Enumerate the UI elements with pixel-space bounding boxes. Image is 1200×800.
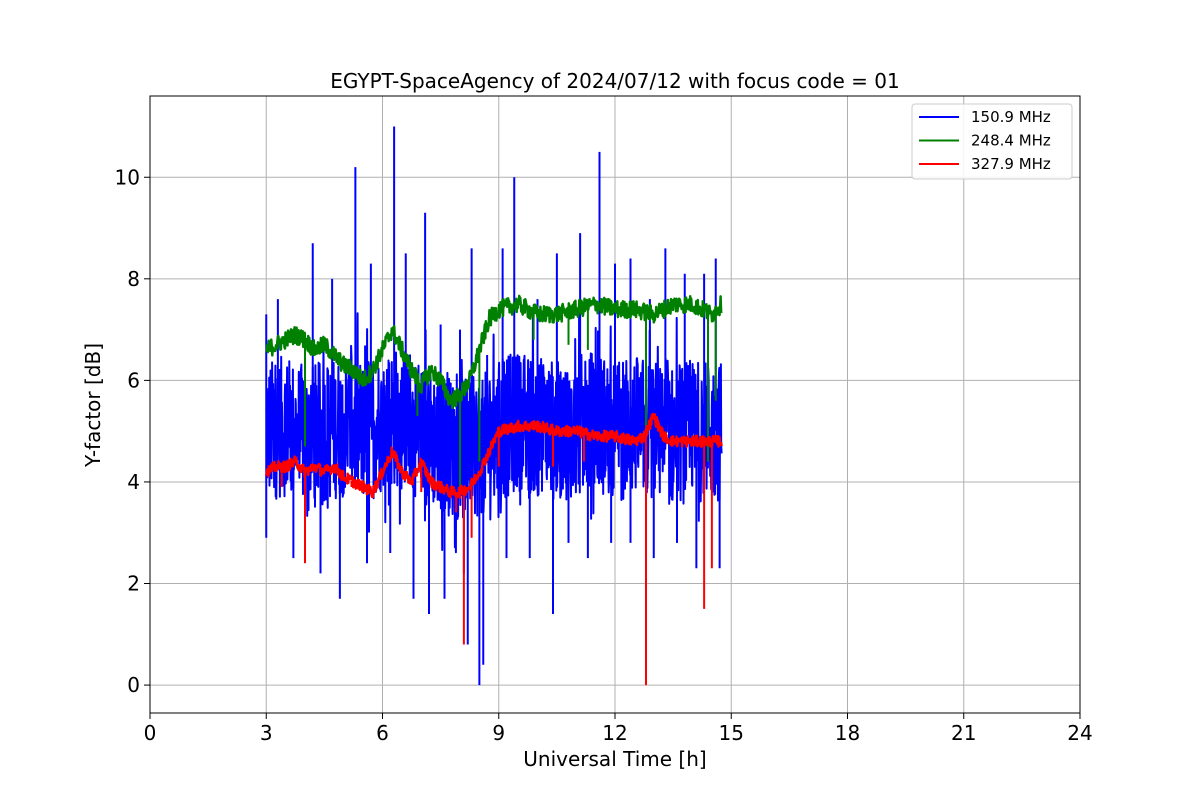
legend-label: 327.9 MHz (971, 155, 1051, 173)
series-150-9-mhz (265, 126, 723, 686)
x-tick-label: 9 (492, 721, 505, 745)
legend-label: 248.4 MHz (971, 132, 1051, 150)
y-tick-label: 10 (115, 165, 140, 189)
y-tick-label: 0 (127, 673, 140, 697)
y-tick-label: 4 (127, 470, 140, 494)
x-axis-label: Universal Time [h] (523, 747, 706, 771)
x-axis-ticks: 0 3 6 9 12 15 18 21 24 (144, 713, 1093, 745)
chart-title: EGYPT-SpaceAgency of 2024/07/12 with foc… (330, 69, 899, 93)
y-axis-label: Y-factor [dB] (81, 343, 105, 468)
x-tick-label: 15 (719, 721, 744, 745)
x-tick-label: 0 (144, 721, 157, 745)
series-line (265, 412, 723, 499)
y-tick-label: 8 (127, 267, 140, 291)
x-tick-label: 18 (835, 721, 860, 745)
y-axis-ticks: 0 2 4 6 8 10 (115, 165, 150, 697)
legend-box (911, 103, 1073, 180)
x-tick-label: 6 (376, 721, 389, 745)
x-tick-label: 21 (951, 721, 976, 745)
series-248-4-mhz (265, 294, 723, 488)
x-tick-label: 24 (1067, 721, 1092, 745)
x-tick-label: 3 (260, 721, 273, 745)
x-tick-label: 12 (602, 721, 627, 745)
y-tick-label: 2 (127, 572, 140, 596)
legend: 150.9 MHz 248.4 MHz 327.9 MHz (911, 103, 1073, 180)
y-tick-label: 6 (127, 368, 140, 392)
series-327-9-mhz (265, 412, 723, 686)
legend-label: 150.9 MHz (971, 108, 1051, 126)
plot-series (265, 126, 723, 686)
series-line (265, 294, 723, 410)
